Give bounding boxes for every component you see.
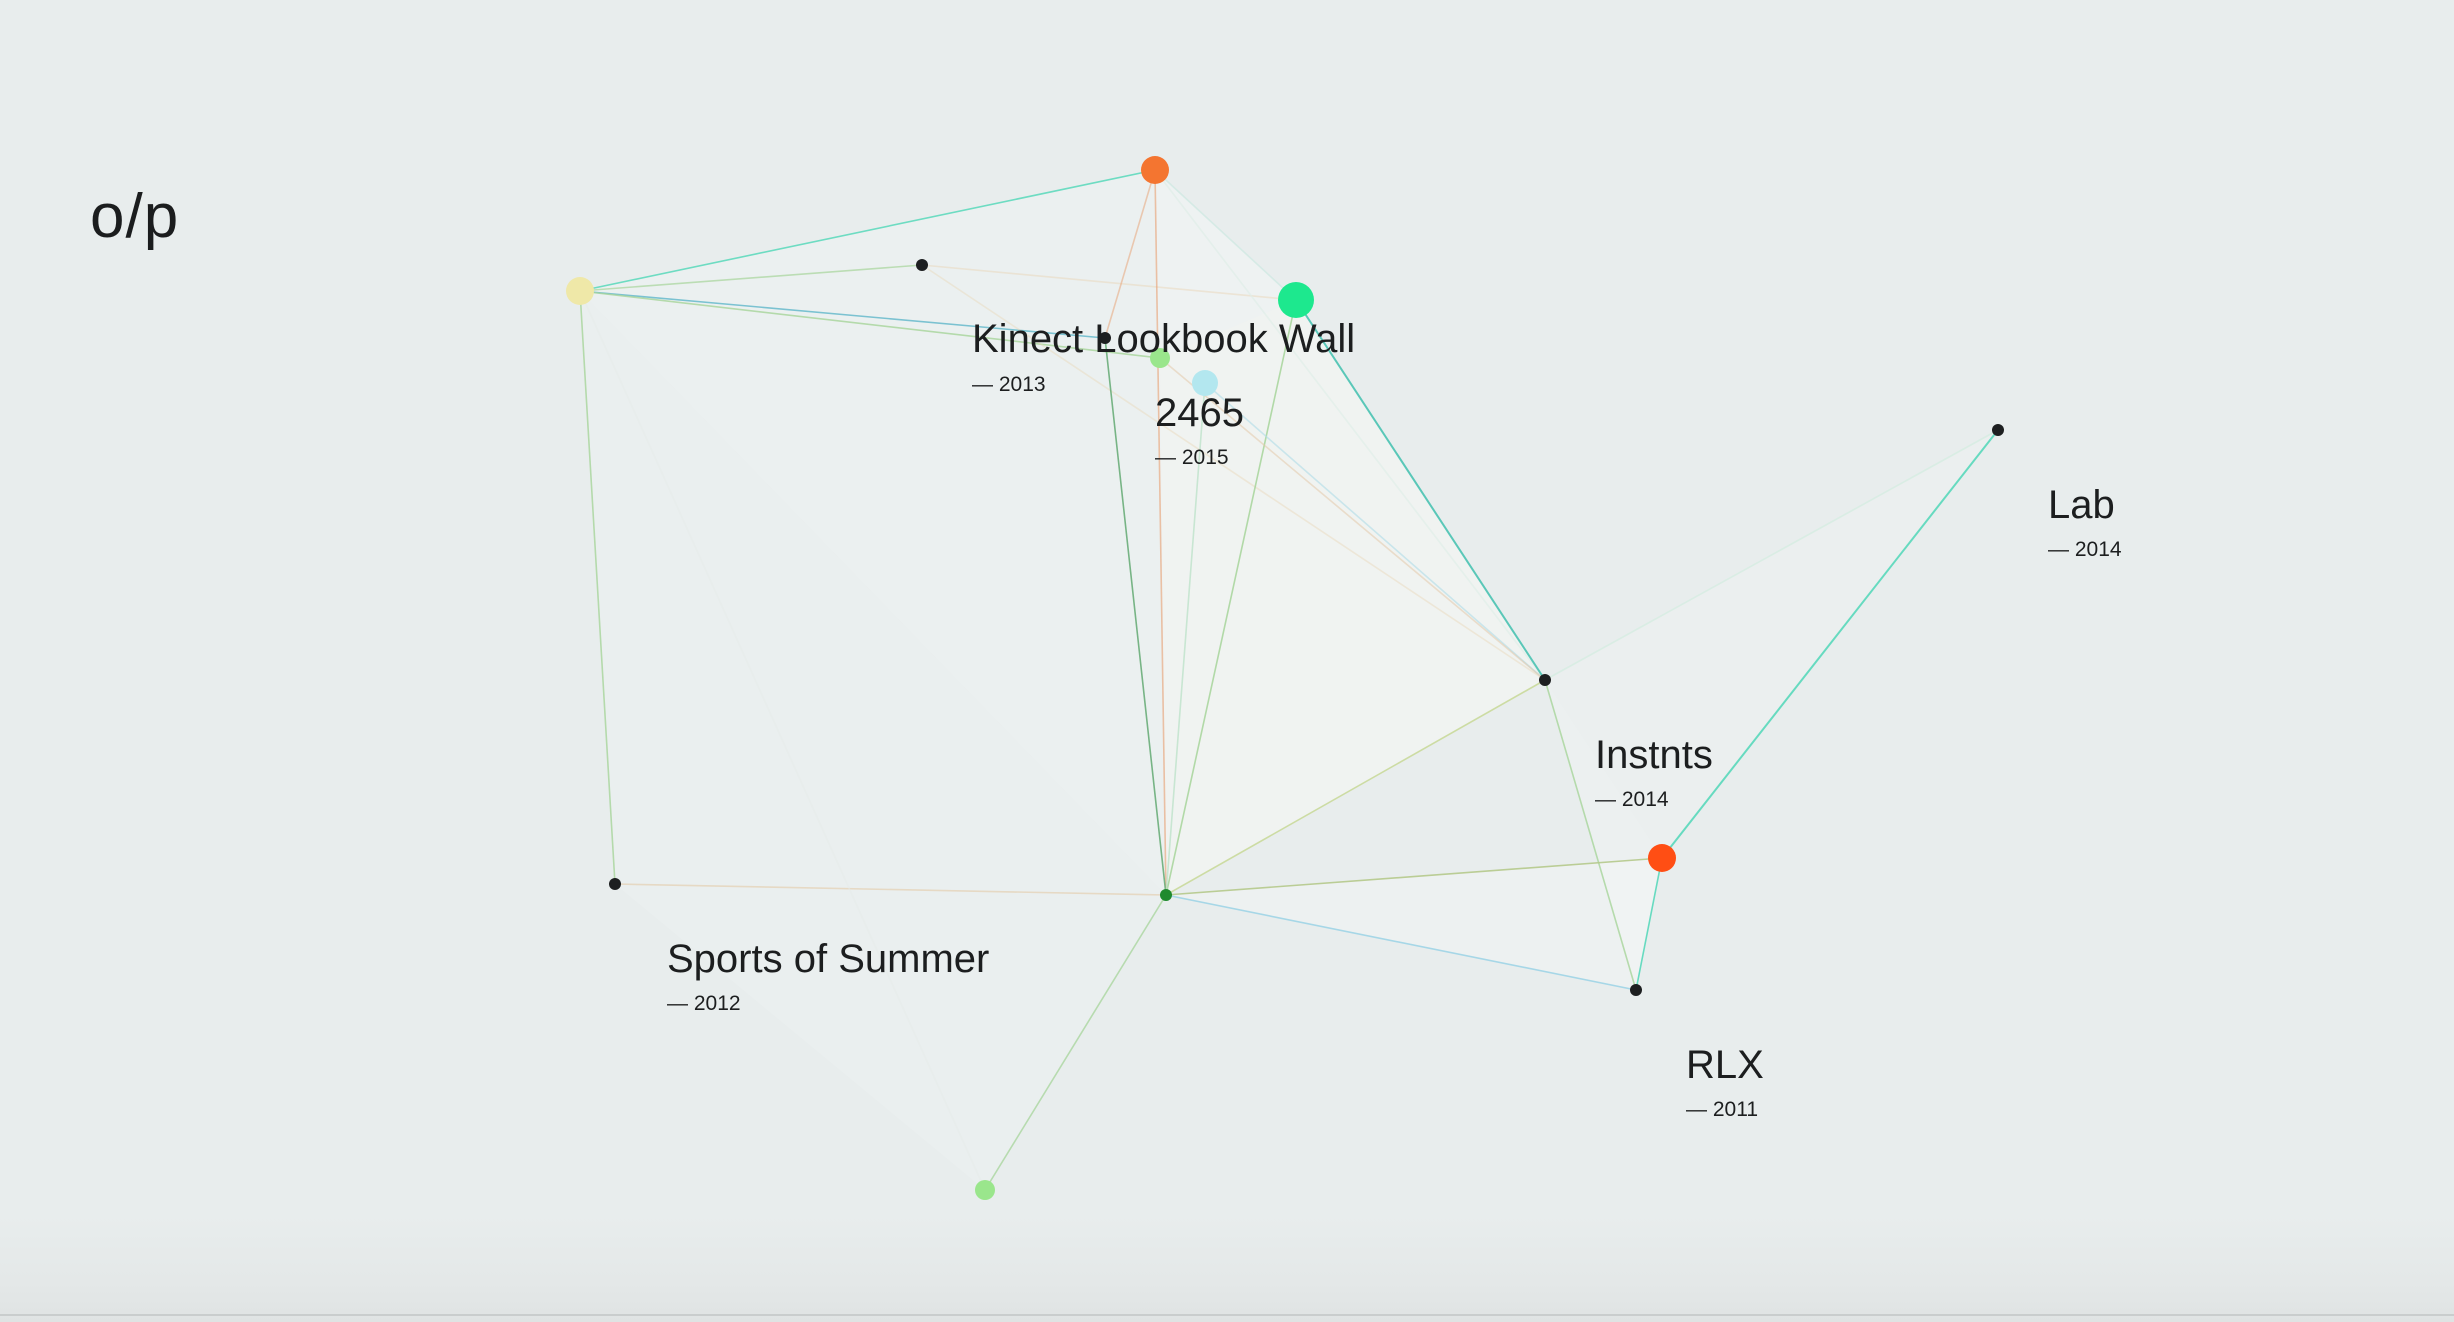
project-year: — 2011 — [1686, 1098, 1758, 1121]
project-title[interactable]: Kinect Lookbook Wall — [972, 317, 1355, 361]
project-year: — 2014 — [2048, 538, 2122, 561]
facet-layer — [580, 170, 1998, 1190]
node-light-green[interactable] — [975, 1180, 995, 1200]
node-dark[interactable] — [916, 259, 928, 271]
edge-layer — [579, 169, 1999, 1191]
node-pale-yellow[interactable] — [566, 277, 594, 305]
node-dark[interactable] — [609, 878, 621, 890]
project-year: — 2014 — [1595, 788, 1669, 811]
node-dark[interactable] — [1539, 674, 1551, 686]
project-year: — 2012 — [667, 992, 741, 1015]
node-red-orange[interactable] — [1648, 844, 1676, 872]
node-cyan[interactable] — [1192, 370, 1218, 396]
node-layer — [566, 156, 2004, 1200]
site-logo[interactable]: o/p — [90, 182, 180, 251]
label-layer: Kinect Lookbook Wall — 2013 2465 — 2015 … — [667, 317, 2122, 1121]
project-title[interactable]: RLX — [1686, 1043, 1764, 1087]
node-dark[interactable] — [1992, 424, 2004, 436]
project-label-sports[interactable]: Sports of Summer — 2012 — [667, 937, 989, 1015]
project-title[interactable]: Instnts — [1595, 733, 1713, 777]
project-title[interactable]: 2465 — [1155, 391, 1244, 435]
project-year: — 2015 — [1155, 446, 1229, 469]
node-center-green[interactable] — [1160, 889, 1172, 901]
project-title[interactable]: Sports of Summer — [667, 937, 989, 981]
project-label-lab[interactable]: Lab — 2014 — [2048, 483, 2122, 561]
project-label-2465[interactable]: 2465 — 2015 — [1155, 391, 1244, 469]
node-light-green[interactable] — [1150, 348, 1170, 368]
project-year: — 2013 — [972, 373, 1046, 396]
project-label-kinect[interactable]: Kinect Lookbook Wall — 2013 — [972, 317, 1355, 396]
node-dark[interactable] — [1630, 984, 1642, 996]
project-title[interactable]: Lab — [2048, 483, 2115, 527]
node-orange[interactable] — [1141, 156, 1169, 184]
bottom-divider — [0, 1314, 2454, 1316]
node-dark[interactable] — [1099, 332, 1111, 344]
project-label-rlx[interactable]: RLX — 2011 — [1686, 1043, 1764, 1121]
project-label-instnts[interactable]: Instnts — 2014 — [1595, 733, 1713, 811]
node-bright-green[interactable] — [1278, 282, 1314, 318]
